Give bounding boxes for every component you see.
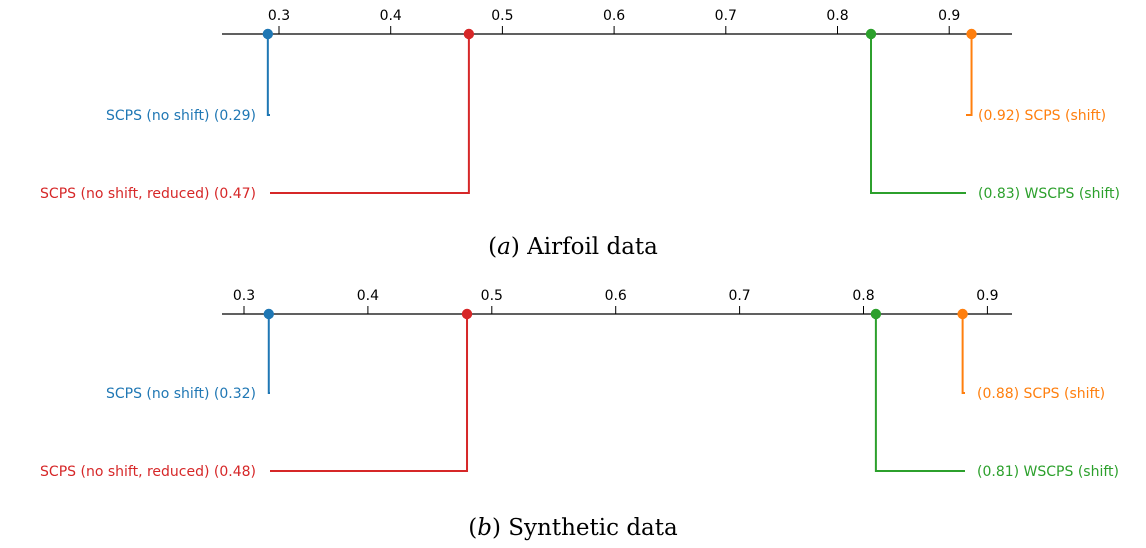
method-marker: [870, 308, 882, 320]
tick-label: 0.8: [826, 8, 848, 24]
panel-synthetic: 0.3 0.4 0.5 0.6 0.7 0.8 0.9 SCPS (no shift) (0.…: [40, 288, 1119, 541]
method-label: SCPS (no shift, reduced) (0.48): [40, 464, 256, 480]
panel-caption: (a) Airfoil data: [488, 234, 658, 260]
method-marker: [461, 308, 473, 320]
method-marker: [957, 308, 968, 320]
method-label: SCPS (no shift) (0.32): [106, 386, 256, 402]
method-connector: [870, 34, 966, 194]
caption-letter: a: [497, 234, 511, 260]
method-connector: [966, 34, 973, 116]
tick-label: 0.4: [380, 8, 402, 24]
method-label: (0.88) SCPS (shift): [977, 386, 1105, 402]
caption-paren-close: ): [492, 515, 508, 541]
method-label: (0.83) WSCPS (shift): [978, 186, 1120, 202]
tick-label: 0.3: [268, 8, 290, 24]
method-label: (0.92) SCPS (shift): [978, 108, 1106, 124]
tick-label: 0.7: [728, 288, 750, 304]
caption-letter: b: [477, 515, 492, 541]
method-connector: [266, 34, 270, 116]
method-label: SCPS (no shift, reduced) (0.47): [40, 186, 256, 202]
tick-label: 0.9: [938, 8, 960, 24]
caption-text: Synthetic data: [508, 515, 678, 541]
tick-label: 0.6: [605, 288, 627, 304]
tick-label: 0.5: [491, 8, 513, 24]
tick-label: 0.9: [976, 288, 998, 304]
method-marker: [463, 28, 475, 40]
panel-airfoil: 0.3 0.4 0.5 0.6 0.7 0.8 0.9 SCPS (no shift) (0.…: [40, 8, 1120, 260]
caption-paren-open: (: [488, 234, 497, 260]
method-connector: [270, 34, 470, 194]
method-connector: [874, 314, 965, 472]
tick-label: 0.3: [233, 288, 255, 304]
method-marker: [263, 308, 274, 320]
caption-text: Airfoil data: [526, 234, 658, 260]
tick-label: 0.7: [715, 8, 737, 24]
method-connector: [267, 314, 270, 394]
tick-label: 0.4: [357, 288, 379, 304]
method-marker: [865, 28, 877, 40]
method-connector: [270, 314, 469, 472]
panel-caption: (b) Synthetic data: [468, 515, 678, 541]
tick-label: 0.5: [481, 288, 503, 304]
caption-paren-open: (: [468, 515, 477, 541]
method-label: SCPS (no shift) (0.29): [106, 108, 256, 124]
tick-label: 0.6: [603, 8, 625, 24]
method-label: (0.81) WSCPS (shift): [977, 464, 1119, 480]
method-connector: [961, 314, 965, 394]
method-marker: [262, 28, 274, 40]
tick-label: 0.8: [852, 288, 874, 304]
method-marker: [966, 28, 977, 40]
caption-paren-close: ): [511, 234, 527, 260]
